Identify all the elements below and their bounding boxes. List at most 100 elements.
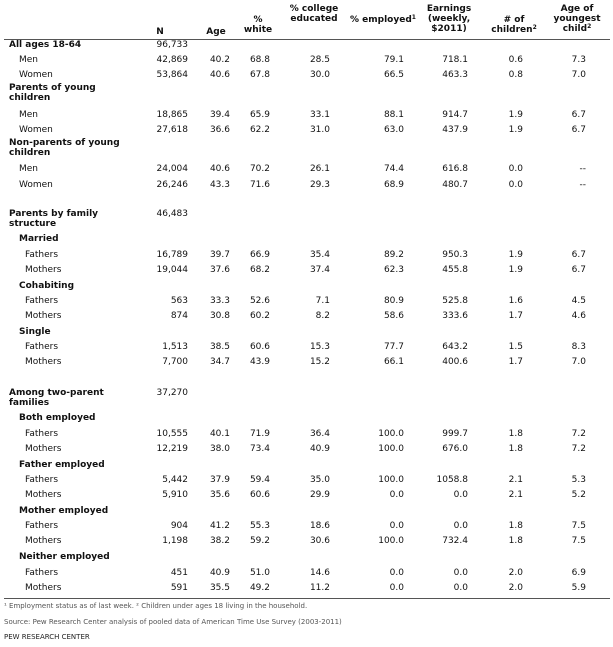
cell-college: 15.2 [309,357,330,367]
cell-earnings: 463.3 [442,70,468,80]
cell-age: 35.5 [209,583,230,593]
row-group-label: Cohabiting [19,281,75,291]
header-employed-text: % employed [350,15,412,25]
cell-children: 1.7 [508,357,523,367]
cell-age: 38.5 [209,342,230,352]
header-white: % white [242,15,274,35]
cell-n: 42,869 [156,55,189,65]
cell-n: 19,044 [156,265,189,275]
cell-n: 904 [170,521,188,531]
cell-youngest: 4.6 [571,311,586,321]
cell-employed: 66.1 [383,357,404,367]
cell-employed: 100.0 [378,536,404,546]
cell-white: 59.2 [249,536,270,546]
cell-children: 1.8 [508,429,523,439]
cell-n: 16,789 [156,250,189,260]
cell-youngest: 4.5 [571,296,586,306]
row-label: Women [19,70,53,80]
cell-earnings: 0.0 [453,521,468,531]
row-label: Mothers [25,311,62,321]
cell-employed: 100.0 [378,475,404,485]
cell-earnings: 525.8 [442,296,468,306]
cell-earnings: 950.3 [442,250,468,260]
cell-n: 37,270 [156,388,189,398]
cell-children: 1.7 [508,311,523,321]
cell-white: 60.2 [249,311,270,321]
cell-earnings: 455.8 [442,265,468,275]
cell-children: 2.1 [508,475,523,485]
row-group-label: Mother employed [19,506,109,516]
cell-children: 1.9 [508,265,523,275]
cell-college: 14.6 [309,568,330,578]
row-group-label: Single [19,327,51,337]
cell-children: 0.0 [508,180,523,190]
header-employed-sup: 1 [411,14,416,21]
cell-employed: 0.0 [389,568,404,578]
cell-age: 33.3 [209,296,230,306]
cell-n: 53,864 [156,70,189,80]
cell-children: 1.5 [508,342,523,352]
cell-youngest: -- [579,180,587,190]
cell-youngest: 6.7 [571,265,586,275]
cell-white: 67.8 [249,70,270,80]
row-label: Fathers [25,342,59,352]
row-group-label: Non-parents of young children [9,138,120,158]
cell-white: 59.4 [249,475,270,485]
cell-college: 30.0 [309,70,330,80]
header-college-text: % college educated [289,4,339,24]
cell-earnings: 480.7 [442,180,468,190]
cell-children: 1.9 [508,125,523,135]
cell-white: 51.0 [249,568,270,578]
cell-employed: 100.0 [378,429,404,439]
row-label: Mothers [25,583,62,593]
cell-employed: 66.5 [383,70,404,80]
cell-employed: 79.1 [383,55,404,65]
cell-children: 1.6 [508,296,523,306]
cell-employed: 68.9 [383,180,404,190]
cell-children: 2.0 [508,583,523,593]
footnote-definitions: ¹ Employment status as of last week. ² C… [4,602,308,610]
cell-college: 30.6 [309,536,330,546]
cell-white: 71.9 [249,429,270,439]
cell-white: 52.6 [249,296,270,306]
cell-college: 11.2 [309,583,330,593]
cell-youngest: 5.2 [571,490,586,500]
cell-college: 31.0 [309,125,330,135]
cell-age: 35.6 [209,490,230,500]
cell-employed: 0.0 [389,583,404,593]
row-label: Women [19,180,53,190]
row-label: Fathers [25,296,59,306]
cell-earnings: 0.0 [453,568,468,578]
source-note: Source: Pew Research Center analysis of … [4,618,342,626]
cell-n: 26,246 [156,180,189,190]
header-earnings: Earnings (weekly, $2011) [420,4,478,34]
cell-white: 60.6 [249,342,270,352]
cell-employed: 88.1 [383,110,404,120]
cell-college: 29.9 [309,490,330,500]
row-label: Mothers [25,357,62,367]
row-group-label: Among two-parent families [9,388,104,408]
row-group-label: Parents of young children [9,83,96,103]
cell-earnings: 0.0 [453,583,468,593]
cell-age: 30.8 [209,311,230,321]
header-college: % college educated [285,4,343,24]
cell-employed: 80.9 [383,296,404,306]
cell-white: 55.3 [249,521,270,531]
cell-age: 39.7 [209,250,230,260]
cell-children: 1.8 [508,444,523,454]
header-employed: % employed1 [350,14,416,26]
cell-earnings: 676.0 [442,444,468,454]
cell-youngest: 6.9 [571,568,586,578]
cell-employed: 100.0 [378,444,404,454]
row-label: Fathers [25,568,59,578]
cell-earnings: 643.2 [442,342,468,352]
cell-n: 1,198 [162,536,188,546]
cell-n: 563 [170,296,188,306]
cell-n: 5,910 [162,490,188,500]
header-youngest-sup: 2 [587,23,592,30]
cell-n: 874 [170,311,188,321]
cell-white: 68.2 [249,265,270,275]
row-group-label: Married [19,234,59,244]
cell-youngest: 7.5 [571,521,586,531]
row-group-label: Father employed [19,460,105,470]
